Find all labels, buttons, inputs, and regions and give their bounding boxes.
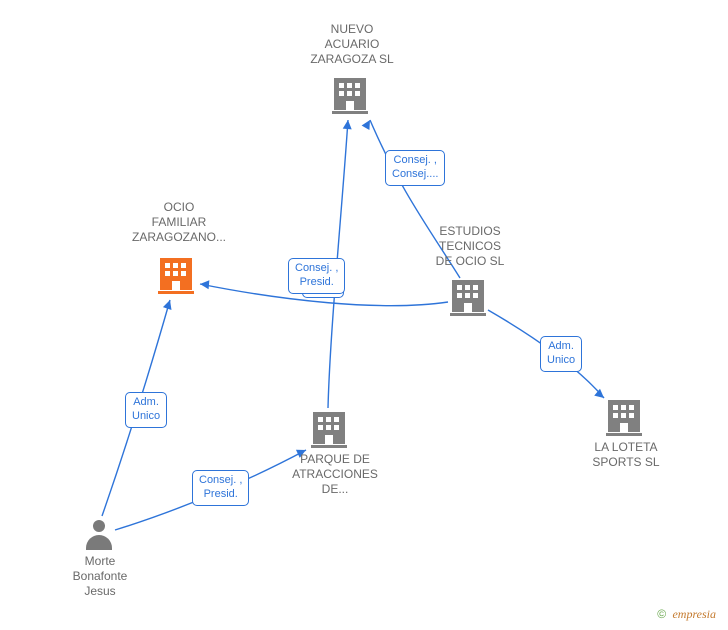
icon-parque-atracciones — [313, 412, 345, 448]
icon-ocio-familiar — [160, 258, 192, 294]
label-ocio-familiar: OCIO FAMILIAR ZARAGOZANO... — [115, 200, 243, 245]
edge-label-morte-to-parque: Consej. , Presid. — [192, 470, 249, 506]
edge-label-et-to-loteta: Adm. Unico — [540, 336, 582, 372]
edge-label-et-to-nuevo: Consej. , Consej.... — [385, 150, 445, 186]
edge-label-morte-to-ocio: Adm. Unico — [125, 392, 167, 428]
icon-estudios-tecnicos — [452, 280, 484, 316]
edge-arrow-et-to-loteta — [594, 389, 604, 398]
label-nuevo-acuario: NUEVO ACUARIO ZARAGOZA SL — [302, 22, 402, 67]
icon-morte-bonafonte — [86, 520, 112, 550]
footer-copyright: © — [657, 607, 666, 621]
icon-nuevo-acuario — [334, 78, 366, 114]
footer: © empresia — [657, 607, 716, 622]
edge-arrow-et-to-nuevo — [362, 120, 370, 130]
label-la-loteta: LA LOTETA SPORTS SL — [580, 440, 672, 470]
edge-arrow-morte-to-ocio — [163, 300, 172, 310]
edge-arrow-parque-to-nuevo — [343, 120, 352, 129]
footer-brand: empresia — [672, 607, 716, 621]
edge-label-parque-to-nuevo: Consej. , Presid. — [288, 258, 345, 294]
label-estudios-tecnicos: ESTUDIOS TECNICOS DE OCIO SL — [420, 224, 520, 269]
edge-arrow-et-to-ocio — [200, 280, 209, 289]
icon-la-loteta — [608, 400, 640, 436]
label-parque-atracciones: PARQUE DE ATRACCIONES DE... — [283, 452, 387, 497]
label-morte-bonafonte: Morte Bonafonte Jesus — [60, 554, 140, 599]
